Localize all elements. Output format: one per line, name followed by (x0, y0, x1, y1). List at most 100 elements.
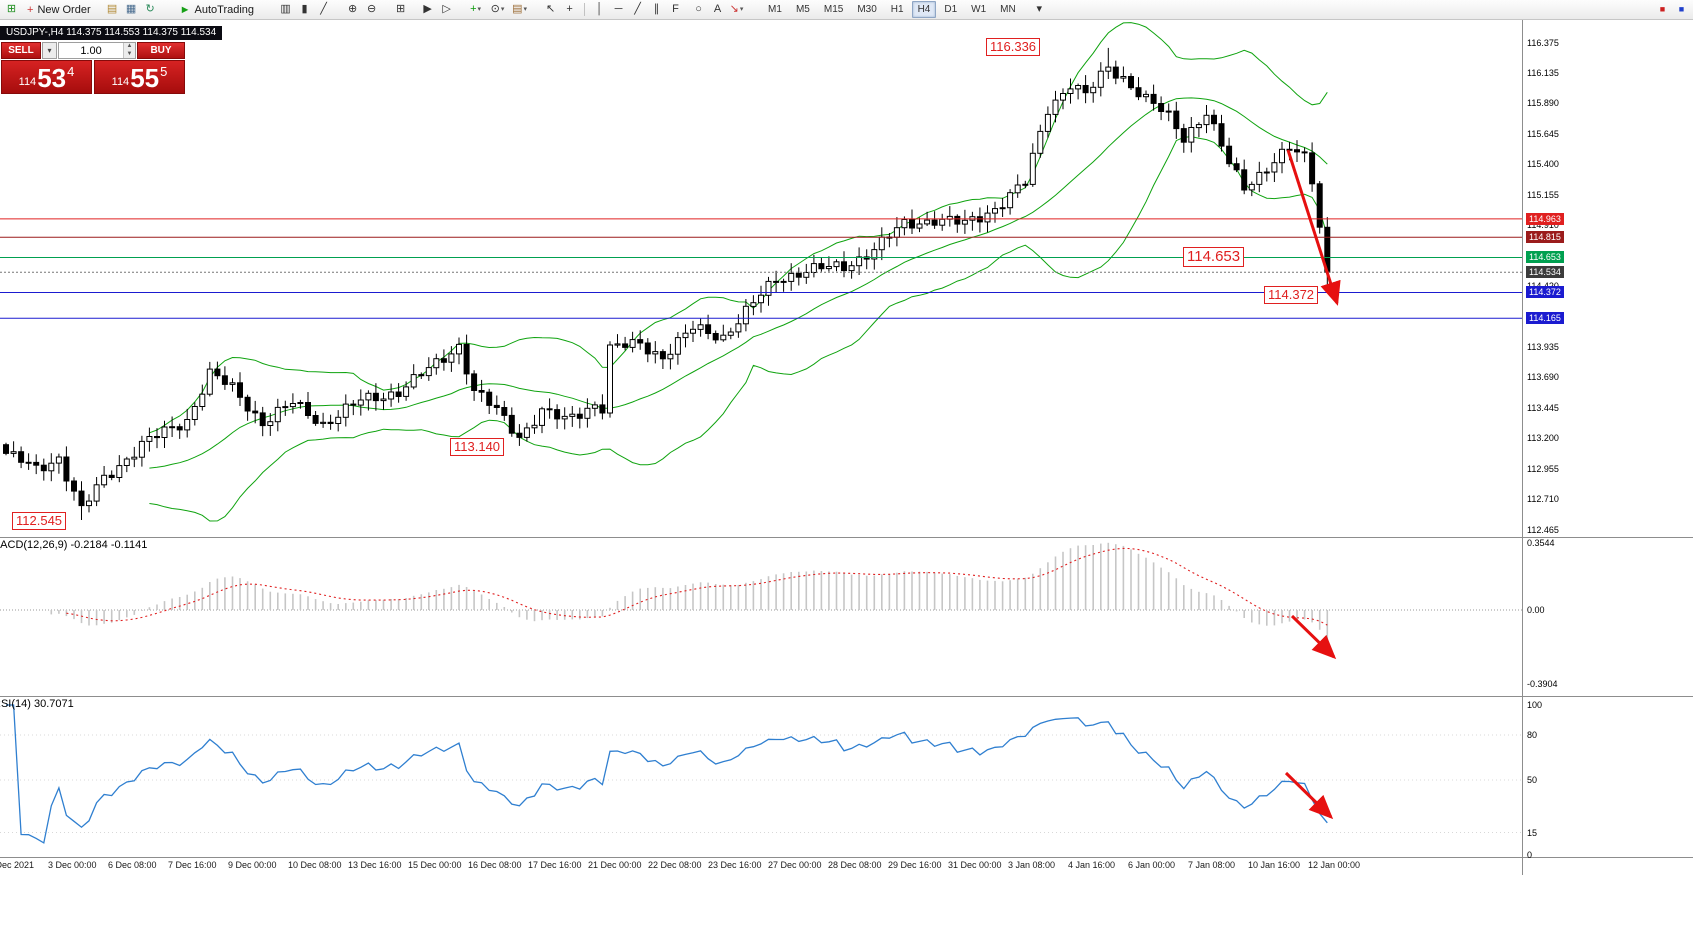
autotrading-button-label: AutoTrading (194, 3, 255, 16)
time-axis-label: 13 Dec 16:00 (348, 860, 402, 870)
timeframe-h4[interactable]: H4 (911, 1, 937, 18)
timeframe-m1[interactable]: M1 (768, 4, 782, 15)
one-click-trading-panel: SELL ▾ ▲ ▼ BUY 114 53 4 114 (1, 42, 185, 94)
refresh-icon-glyph: ↻ (145, 3, 155, 15)
volume-decrease-button[interactable]: ▼ (124, 50, 135, 58)
templates-icon[interactable]: ▤ ▾ (511, 2, 528, 17)
price-callout-label[interactable]: 114.653 (1183, 247, 1245, 267)
buy-price-display[interactable]: 114 55 5 (94, 60, 185, 94)
data-window-icon[interactable]: ▦ (123, 2, 140, 17)
shapes-icon[interactable]: ○ (690, 2, 707, 17)
periods-icon[interactable]: ⊙ ▾ (489, 2, 506, 17)
shapes-icon-glyph: ○ (695, 3, 702, 15)
templates-icon-caret-icon[interactable]: ▾ (523, 6, 527, 13)
time-axis-label: 2 Dec 2021 (0, 860, 35, 870)
trendline-icon[interactable]: ╱ (629, 2, 646, 17)
price-axis-tick: 112.955 (1527, 463, 1559, 474)
channel-icon[interactable]: ∥ (648, 2, 665, 17)
time-axis-label: 28 Dec 08:00 (828, 860, 882, 870)
line-chart-icon-glyph: ╱ (320, 3, 327, 15)
time-axis-label: 17 Dec 16:00 (528, 860, 582, 870)
rsi-axis-tick: 15 (1527, 827, 1538, 838)
time-axis-label: 9 Dec 00:00 (228, 860, 277, 870)
macd-pane-border (0, 537, 1693, 538)
candlestick-icon[interactable]: ▮ (296, 2, 313, 17)
timeframe-m15[interactable]: M15 (823, 4, 844, 15)
toolbar-overflow-icon-glyph: ▾ (1036, 3, 1042, 15)
time-axis-label: 3 Jan 08:00 (1008, 860, 1056, 870)
sell-button[interactable]: SELL (1, 42, 41, 59)
timeframe-m30[interactable]: M30 (857, 4, 877, 15)
autotrading-button[interactable]: ► AutoTrading (175, 2, 259, 18)
toolbar-overflow-icon[interactable]: ▾ (1031, 2, 1048, 17)
sell-price-display[interactable]: 114 53 4 (1, 60, 92, 94)
trendline-icon-glyph: ╱ (634, 3, 641, 15)
volume-increase-button[interactable]: ▲ (124, 43, 135, 51)
price-callout-label[interactable]: 113.140 (450, 438, 505, 456)
buy-price-sup: 5 (160, 64, 168, 79)
timeframe-m5[interactable]: M5 (795, 4, 810, 15)
macd-axis-tick: -0.3904 (1527, 679, 1558, 690)
line-chart-icon[interactable]: ╱ (315, 2, 332, 17)
price-callout-label[interactable]: 112.545 (12, 512, 67, 530)
price-axis-badge: 114.165 (1526, 312, 1564, 325)
time-axis-label: 31 Dec 00:00 (948, 860, 1002, 870)
quote-bar: USDJPY-,H4 114.375 114.553 114.375 114.5… (0, 26, 223, 40)
order-dropdown-caret-icon[interactable]: ▾ (42, 42, 57, 59)
bar-chart-icon[interactable]: ▥ (277, 2, 294, 17)
indicators-icon[interactable]: + ▾ (467, 2, 484, 17)
price-axis-tick: 114.910 (1527, 220, 1559, 231)
time-axis-label: 29 Dec 16:00 (888, 860, 942, 870)
price-axis-tick: 115.890 (1527, 98, 1559, 109)
bar-chart-icon-glyph: ▥ (280, 3, 291, 15)
chart-shift-icon[interactable]: ▷ (438, 2, 455, 17)
periods-icon-caret-icon[interactable]: ▾ (500, 6, 505, 13)
timeframe-d1[interactable]: D1 (944, 4, 958, 15)
arrows-icon-caret-icon[interactable]: ▾ (739, 6, 744, 13)
auto-scroll-icon[interactable]: ▶ (419, 2, 436, 17)
buy-button[interactable]: BUY (137, 42, 185, 59)
price-callout-label[interactable]: 116.336 (986, 38, 1041, 56)
horizontal-line-icon[interactable]: ─ (610, 2, 627, 17)
toolbar: ⊞ + New Order ▤ ▦ ↻ ► AutoTrading ▥ ▮ ╱ ⊕ ⊖ ⊞ ▶ ▷ + ▾ ⊙ ▾ ▤ ▾… (0, 0, 1693, 20)
time-axis-label: 7 Dec 16:00 (168, 860, 217, 870)
zoom-out-icon-glyph: ⊖ (366, 3, 377, 15)
timeframe-h1[interactable]: H1 (890, 4, 904, 15)
crosshair-icon[interactable]: + (561, 2, 578, 17)
time-axis-label: 22 Dec 08:00 (648, 860, 702, 870)
indicators-icon-glyph: + (470, 3, 477, 15)
arrows-icon[interactable]: ↘ ▾ (728, 2, 745, 17)
cursor-icon[interactable]: ↖ (542, 2, 559, 17)
timeframe-group: M1 M5 M15 M30 H1 H4 D1 W1 MN (761, 1, 1023, 18)
vertical-line-icon[interactable]: │ (591, 2, 608, 17)
new-chart-icon[interactable]: ⊞ (3, 2, 20, 17)
indicators-icon-caret-icon[interactable]: ▾ (477, 6, 482, 13)
zoom-in-icon[interactable]: ⊕ (344, 2, 361, 17)
profiles-icon-glyph: ▤ (106, 3, 118, 15)
macd-axis-tick: 0.00 (1527, 605, 1545, 615)
refresh-icon[interactable]: ↻ (142, 2, 159, 17)
price-axis-badge: 114.534 (1526, 266, 1564, 279)
chart-window-red-icon[interactable]: ■ (1659, 4, 1666, 14)
price-axis-tick: 115.400 (1527, 159, 1559, 170)
tile-windows-icon[interactable]: ⊞ (392, 2, 409, 17)
time-axis-label: 27 Dec 00:00 (768, 860, 822, 870)
sell-price-sup: 4 (67, 64, 75, 79)
price-axis-tick: 113.200 (1527, 433, 1559, 444)
chart-window-blue-icon[interactable]: ■ (1678, 4, 1685, 14)
price-callout-label[interactable]: 114.372 (1264, 286, 1319, 304)
timeframe-w1[interactable]: W1 (971, 4, 987, 15)
crosshair-icon-glyph: + (566, 3, 573, 15)
new-order-button[interactable]: + New Order (22, 2, 96, 18)
text-icon[interactable]: A (709, 2, 726, 17)
volume-input[interactable] (59, 43, 124, 58)
price-axis-tick: 113.690 (1527, 372, 1559, 383)
zoom-out-icon[interactable]: ⊖ (363, 2, 380, 17)
fibonacci-icon[interactable]: F (667, 2, 684, 17)
profiles-icon[interactable]: ▤ (104, 2, 121, 17)
timeframe-mn[interactable]: MN (1000, 4, 1016, 15)
price-axis-tick: 113.935 (1527, 341, 1559, 352)
periods-icon-glyph: ⊙ (490, 3, 500, 15)
